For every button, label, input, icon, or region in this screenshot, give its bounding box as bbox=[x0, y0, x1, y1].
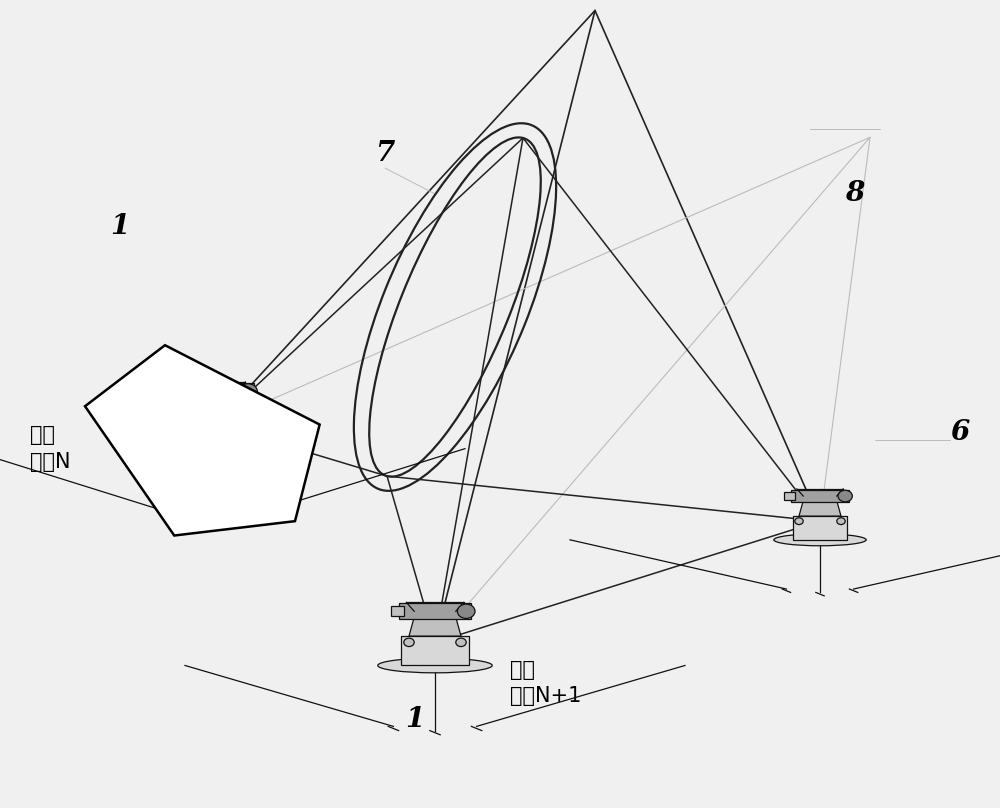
Circle shape bbox=[182, 420, 193, 429]
Text: 1: 1 bbox=[110, 213, 130, 240]
Ellipse shape bbox=[154, 441, 276, 457]
FancyBboxPatch shape bbox=[179, 418, 251, 448]
Text: 7: 7 bbox=[375, 140, 395, 167]
Polygon shape bbox=[799, 501, 841, 516]
Circle shape bbox=[838, 490, 852, 502]
Text: 测量
位置N+1: 测量 位置N+1 bbox=[510, 659, 581, 706]
Polygon shape bbox=[409, 617, 461, 636]
FancyBboxPatch shape bbox=[784, 492, 795, 500]
Circle shape bbox=[237, 420, 248, 429]
FancyBboxPatch shape bbox=[391, 606, 404, 617]
FancyBboxPatch shape bbox=[401, 636, 469, 666]
Text: 6: 6 bbox=[950, 419, 970, 446]
FancyBboxPatch shape bbox=[168, 386, 182, 397]
Text: 1: 1 bbox=[405, 705, 425, 733]
Circle shape bbox=[456, 638, 466, 646]
Circle shape bbox=[795, 518, 803, 524]
Polygon shape bbox=[85, 345, 320, 536]
Circle shape bbox=[457, 604, 475, 618]
Text: 8: 8 bbox=[845, 180, 865, 208]
FancyBboxPatch shape bbox=[793, 516, 847, 540]
Ellipse shape bbox=[774, 534, 866, 545]
Circle shape bbox=[837, 518, 845, 524]
Ellipse shape bbox=[378, 658, 492, 673]
Text: 测量
位置N: 测量 位置N bbox=[30, 425, 70, 472]
Circle shape bbox=[404, 638, 414, 646]
FancyBboxPatch shape bbox=[176, 383, 254, 400]
Circle shape bbox=[239, 384, 257, 399]
FancyBboxPatch shape bbox=[791, 490, 849, 503]
Polygon shape bbox=[188, 398, 242, 418]
FancyBboxPatch shape bbox=[399, 604, 471, 619]
